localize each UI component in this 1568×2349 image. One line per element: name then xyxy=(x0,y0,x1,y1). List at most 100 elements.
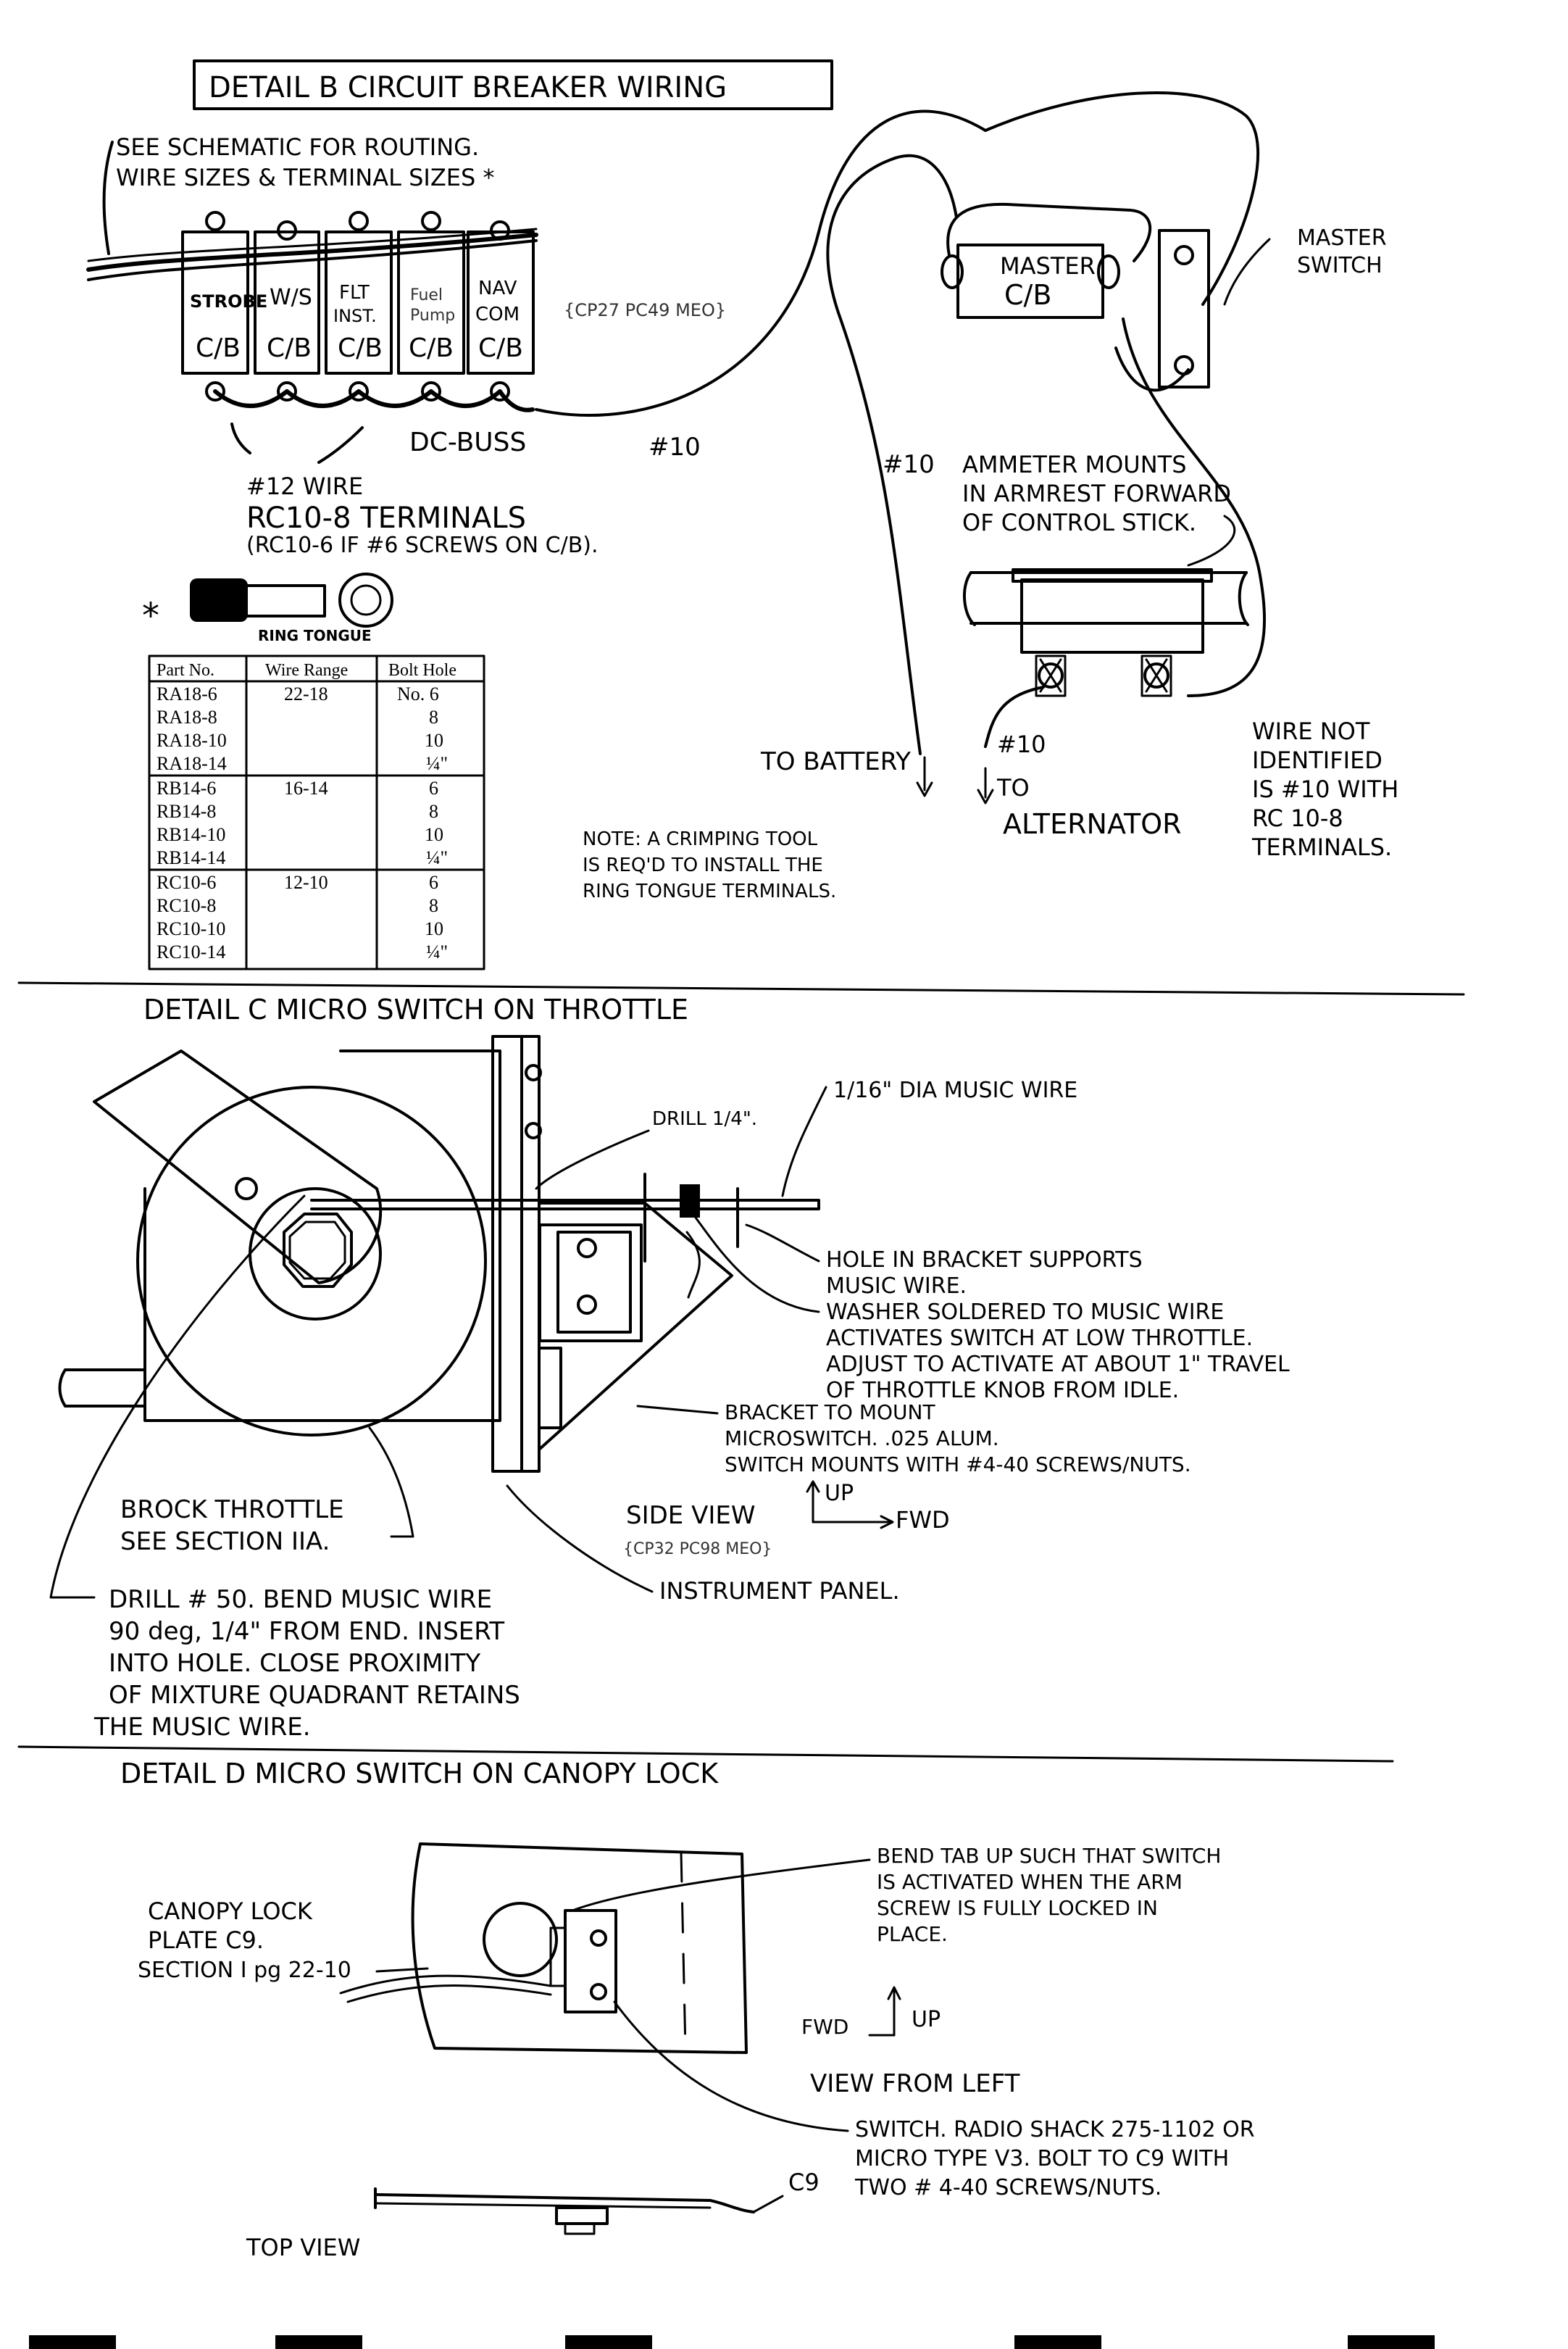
table-part: RC10-14 xyxy=(157,941,225,963)
drill50-note-1: DRILL # 50. BEND MUSIC WIRE xyxy=(109,1585,492,1614)
up-label-c: UP xyxy=(825,1481,854,1506)
breaker-ws xyxy=(254,230,320,375)
switch-note-3: TWO # 4-40 SCREWS/NUTS. xyxy=(854,2175,1162,2200)
table-range: 12-10 xyxy=(284,872,328,893)
washer-note-4: OF THROTTLE KNOB FROM IDLE. xyxy=(826,1378,1179,1403)
breaker-strobe-label: STROBE xyxy=(190,291,267,312)
bottom-edge-fragments xyxy=(29,2335,1435,2349)
breaker-flt-cb: C/B xyxy=(338,333,383,363)
to-label: TO xyxy=(996,774,1030,802)
bracket-note-3: SWITCH MOUNTS WITH #4-40 SCREWS/NUTS. xyxy=(725,1452,1191,1476)
up-label-d: UP xyxy=(912,2007,941,2032)
breaker-bank: STROBE C/B W/S C/B FLT INST. C/B Fuel Pu… xyxy=(86,211,538,412)
table-bolt: 10 xyxy=(425,824,443,845)
throttle-disc xyxy=(136,1086,487,1437)
wire-not-note-1: WIRE NOT xyxy=(1252,718,1370,745)
master-switch-label-2: SWITCH xyxy=(1297,253,1383,278)
detail-b-title: DETAIL B CIRCUIT BREAKER WIRING xyxy=(209,71,727,104)
table-header-range: Wire Range xyxy=(265,661,348,680)
breaker-inst-label: INST. xyxy=(333,306,377,326)
table-part: RC10-8 xyxy=(157,895,216,916)
detail-c-title: DETAIL C MICRO SWITCH ON THROTTLE xyxy=(143,994,688,1026)
breaker-strobe xyxy=(181,230,249,375)
crimp-note-1: NOTE: A CRIMPING TOOL xyxy=(583,828,818,850)
top-view-drawing xyxy=(374,2187,784,2235)
detail-b-title-box xyxy=(193,59,833,110)
master-wiring: MASTER C/B MASTER SWITCH #10 AMMETER MOU… xyxy=(535,91,1387,755)
table-range: 16-14 xyxy=(284,778,328,799)
ring-tongue-label: RING TONGUE xyxy=(258,627,372,644)
star-marker: * xyxy=(142,596,159,636)
ammeter-note-1: AMMETER MOUNTS xyxy=(962,451,1187,478)
ammeter-note-2: IN ARMREST FORWARD xyxy=(962,480,1231,507)
dc-buss-to-master-wire xyxy=(535,109,987,417)
view-from-left-label: VIEW FROM LEFT xyxy=(810,2069,1020,2098)
brock-note-2: SEE SECTION IIA. xyxy=(120,1527,330,1556)
table-bolt: 6 xyxy=(429,872,438,893)
hex-nut xyxy=(283,1213,353,1288)
music-wire-label: 1/16" DIA MUSIC WIRE xyxy=(833,1078,1077,1103)
bracket-note-2: MICROSWITCH. .025 ALUM. xyxy=(725,1426,999,1450)
table-part: RC10-10 xyxy=(157,918,225,939)
drill50-note-5: THE MUSIC WIRE. xyxy=(93,1713,311,1742)
rc-terminals-label: RC10-8 TERMINALS xyxy=(246,502,526,535)
table-part: RA18-8 xyxy=(157,707,217,728)
dc-buss-wire xyxy=(213,389,535,412)
table-bolt: ¼" xyxy=(426,847,448,868)
canopy-note-2: PLATE C9. xyxy=(148,1926,264,1954)
breaker-flt-inst xyxy=(325,230,393,375)
table-part: RB14-8 xyxy=(157,801,216,822)
detail-b-ref-code: {CP27 PC49 MEO} xyxy=(564,300,726,320)
bend-note-3: SCREW IS FULLY LOCKED IN xyxy=(877,1896,1158,1920)
side-view-label: SIDE VIEW xyxy=(626,1501,755,1530)
section-divider-1 xyxy=(17,981,1465,996)
wire-bundle xyxy=(86,233,538,272)
table-bolt: 8 xyxy=(429,707,438,728)
wire-not-note-4: RC 10-8 xyxy=(1252,805,1343,832)
drill50-note-2: 90 deg, 1/4" FROM END. INSERT xyxy=(109,1617,504,1646)
detail-b: DETAIL B CIRCUIT BREAKER WIRING SEE SCHE… xyxy=(86,59,1398,970)
table-range: 22-18 xyxy=(284,683,328,704)
switch-note-1: SWITCH. RADIO SHACK 275-1102 OR xyxy=(855,2117,1255,2142)
table-bolt: 8 xyxy=(429,801,438,822)
table-bolt: 10 xyxy=(425,730,443,751)
switch-note-2: MICRO TYPE V3. BOLT TO C9 WITH xyxy=(855,2146,1229,2171)
table-part: RC10-6 xyxy=(157,872,216,893)
wire-not-note-3: IS #10 WITH xyxy=(1252,776,1398,803)
breaker-ws-cb: C/B xyxy=(267,333,312,363)
section-divider-2 xyxy=(17,1745,1394,1763)
drill-quarter-label: DRILL 1/4". xyxy=(652,1108,757,1130)
schematic-note-1: SEE SCHEMATIC FOR ROUTING. xyxy=(116,133,479,161)
table-bolt: 6 xyxy=(429,778,438,799)
breaker-strobe-cb: C/B xyxy=(196,333,241,363)
table-part: RA18-6 xyxy=(157,683,217,704)
washer-note-1: WASHER SOLDERED TO MUSIC WIRE xyxy=(826,1300,1224,1325)
master-cb-box xyxy=(956,244,1104,319)
wire12-label: #12 WIRE xyxy=(246,473,363,500)
wire10-label-c: #10 xyxy=(997,731,1046,758)
wire10-label-a: #10 xyxy=(649,433,701,462)
drill50-note-4: OF MIXTURE QUADRANT RETAINS xyxy=(109,1681,520,1710)
master-cb-label-1: MASTER xyxy=(1000,252,1096,280)
wire10-label-b: #10 xyxy=(883,450,935,479)
crimp-note-2: IS REQ'D TO INSTALL THE xyxy=(583,855,823,876)
detail-d-title: DETAIL D MICRO SWITCH ON CANOPY LOCK xyxy=(120,1758,719,1789)
hole-note-2: MUSIC WIRE. xyxy=(826,1273,967,1299)
canopy-note-3: SECTION I pg 22-10 xyxy=(138,1958,351,1983)
table-bolt: ¼" xyxy=(426,753,448,774)
schematic-note-2: WIRE SIZES & TERMINAL SIZES * xyxy=(116,164,494,191)
canopy-lock-plate xyxy=(339,1842,748,2054)
crimp-note-3: RING TONGUE TERMINALS. xyxy=(583,881,836,902)
micro-switch xyxy=(538,1223,643,1342)
breaker-ws-label: W/S xyxy=(270,285,312,310)
washer-note-2: ACTIVATES SWITCH AT LOW THROTTLE. xyxy=(826,1326,1253,1351)
washer-note-3: ADJUST TO ACTIVATE AT ABOUT 1" TRAVEL xyxy=(826,1352,1290,1377)
throttle-assembly xyxy=(58,1035,820,1473)
drill50-note-3: INTO HOLE. CLOSE PROXIMITY xyxy=(109,1649,480,1678)
wire-not-note-5: TERMINALS. xyxy=(1251,833,1392,861)
table-part: RB14-6 xyxy=(157,778,216,799)
table-header-part: Part No. xyxy=(157,661,214,680)
breaker-fuel-pump xyxy=(397,230,465,375)
table-bolt: 10 xyxy=(425,918,443,939)
